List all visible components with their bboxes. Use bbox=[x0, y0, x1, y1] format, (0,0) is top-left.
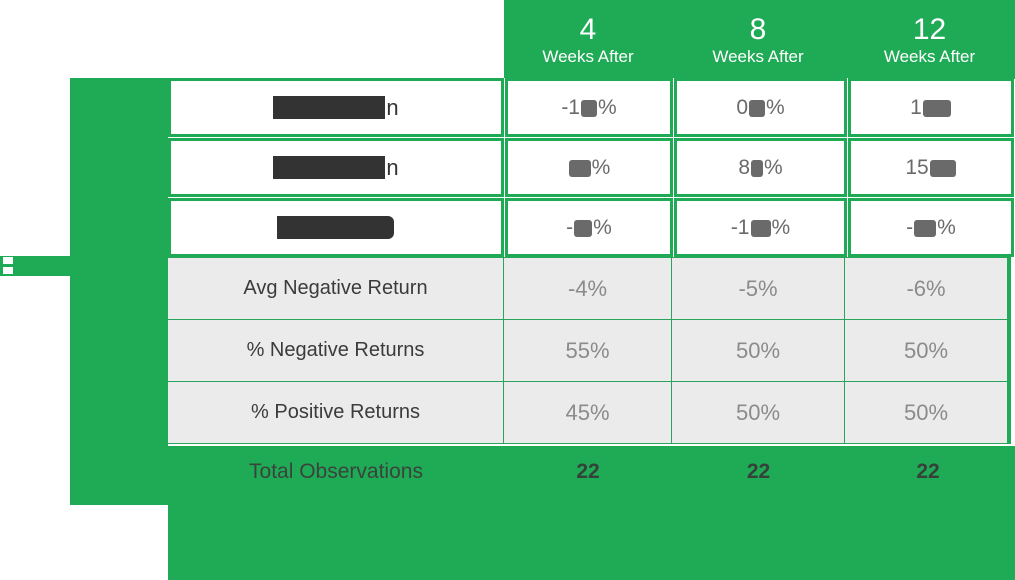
table-row-label: n bbox=[168, 78, 504, 137]
table-cell: % bbox=[505, 138, 673, 197]
redaction-box bbox=[273, 96, 386, 119]
cell-text: - bbox=[906, 215, 914, 239]
table-cell: 50% bbox=[845, 382, 1011, 444]
redaction-box bbox=[922, 100, 951, 117]
cell-text: % bbox=[764, 155, 783, 179]
table-cell: -5% bbox=[672, 258, 845, 320]
table-cell: 50% bbox=[672, 320, 845, 382]
header-label: Weeks After bbox=[542, 47, 634, 66]
cell-text: % bbox=[771, 215, 791, 239]
table-cell: -4% bbox=[504, 258, 672, 320]
list-icon bbox=[3, 267, 13, 274]
redaction-box bbox=[751, 160, 763, 177]
cell-text: 15 bbox=[905, 155, 929, 179]
redacted-rows-block: n -1% 0% 1 n % 8% 15 -% -1% -% bbox=[168, 78, 1014, 257]
table-cell: 50% bbox=[845, 320, 1011, 382]
header-col-8-weeks: 8 Weeks After bbox=[672, 0, 844, 79]
stat-rows-block: Avg Negative Return -4% -5% -6% % Negati… bbox=[168, 257, 1011, 444]
table-cell: 22 bbox=[576, 460, 600, 483]
table-cell: 1 bbox=[848, 78, 1014, 137]
table-row-label bbox=[168, 198, 504, 257]
left-connector-strip bbox=[0, 256, 70, 276]
table-row-label: Total Observations bbox=[249, 460, 423, 483]
header-number: 4 bbox=[579, 13, 597, 46]
row-label-visible-text: n bbox=[386, 94, 399, 120]
redaction-box bbox=[929, 160, 956, 177]
cell-text: - bbox=[566, 215, 574, 239]
table-cell: -% bbox=[505, 198, 673, 257]
redaction-box bbox=[568, 160, 591, 177]
cell-text: % bbox=[593, 215, 612, 239]
redaction-box bbox=[273, 156, 386, 179]
left-accent-bar bbox=[70, 78, 168, 505]
table-cell: -% bbox=[848, 198, 1014, 257]
cell-text: 0 bbox=[736, 95, 748, 119]
header-col-12-weeks: 12 Weeks After bbox=[844, 0, 1015, 79]
cell-text: % bbox=[591, 155, 611, 179]
table-cell: -6% bbox=[845, 258, 1011, 320]
table-cell: 22 bbox=[746, 460, 771, 483]
table-header: 4 Weeks After 8 Weeks After 12 Weeks Aft… bbox=[504, 0, 1015, 79]
redaction-box bbox=[581, 100, 597, 117]
redaction-box bbox=[750, 220, 771, 237]
cell-text: -1 bbox=[561, 95, 580, 119]
table-cell: 55% bbox=[504, 320, 672, 382]
header-label: Weeks After bbox=[883, 47, 976, 66]
redaction-box bbox=[914, 220, 937, 237]
totals-row: Total Observations 22 22 22 bbox=[168, 446, 1015, 484]
list-icon bbox=[3, 257, 13, 264]
table-row-label: % Positive Returns bbox=[168, 382, 504, 444]
cell-text: 1 bbox=[910, 95, 922, 119]
header-label: Weeks After bbox=[712, 47, 804, 66]
redaction-box bbox=[749, 100, 765, 117]
cell-text: 8 bbox=[738, 155, 750, 179]
header-number: 12 bbox=[912, 13, 947, 46]
table-cell: -1% bbox=[505, 78, 673, 137]
row-label-visible-text: n bbox=[386, 154, 399, 180]
table-cell: -1% bbox=[674, 198, 847, 257]
redaction-box bbox=[574, 220, 593, 237]
redaction-box bbox=[277, 216, 394, 239]
table-cell: 45% bbox=[504, 382, 672, 444]
table-cell: 8% bbox=[674, 138, 847, 197]
cell-text: % bbox=[598, 95, 617, 119]
table-row-label: Avg Negative Return bbox=[168, 258, 504, 320]
cell-text: % bbox=[766, 95, 785, 119]
header-col-4-weeks: 4 Weeks After bbox=[504, 0, 672, 79]
table-cell: 22 bbox=[916, 460, 940, 483]
table-cell: 50% bbox=[672, 382, 845, 444]
table-row-label: % Negative Returns bbox=[168, 320, 504, 382]
table-row-label: n bbox=[168, 138, 504, 197]
header-number: 8 bbox=[749, 13, 767, 46]
cell-text: % bbox=[937, 215, 956, 239]
cell-text: -1 bbox=[730, 215, 750, 239]
table-cell: 15 bbox=[848, 138, 1014, 197]
table-cell: 0% bbox=[674, 78, 847, 137]
totals-footer: Total Observations 22 22 22 bbox=[168, 446, 1015, 580]
